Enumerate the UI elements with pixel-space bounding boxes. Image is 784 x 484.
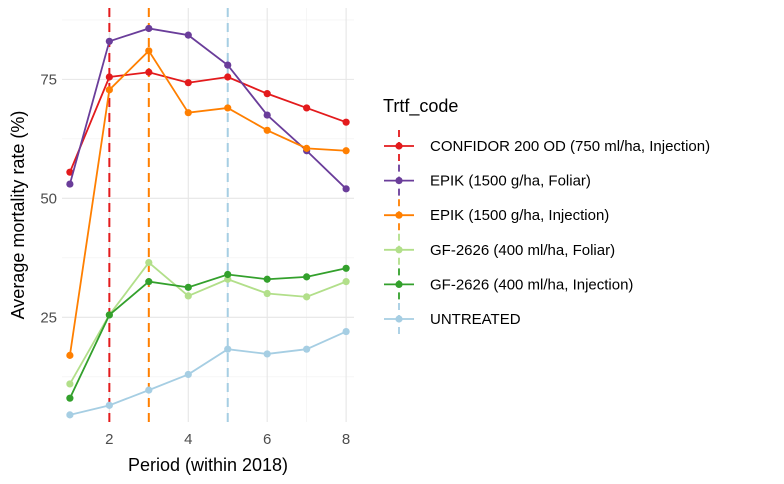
data-point — [145, 278, 153, 286]
data-point — [224, 104, 232, 112]
legend-label: EPIK (1500 g/ha, Injection) — [430, 207, 609, 224]
legend-label: EPIK (1500 g/ha, Foliar) — [430, 173, 591, 190]
series — [66, 258, 350, 388]
data-point — [145, 68, 153, 76]
y-tick-label: 75 — [40, 71, 57, 88]
data-point — [105, 311, 113, 319]
data-point — [224, 73, 232, 81]
data-point — [342, 327, 350, 336]
data-point — [145, 47, 153, 55]
x-tick-label: 8 — [342, 431, 350, 448]
data-point — [263, 350, 271, 358]
legend-label: GF-2626 (400 ml/ha, Injection) — [430, 276, 633, 293]
data-point — [145, 386, 153, 394]
data-point — [184, 31, 192, 39]
data-point — [342, 278, 350, 286]
legend-item: UNTREATED — [384, 303, 521, 335]
data-point — [303, 345, 311, 353]
data-point — [342, 185, 350, 193]
grid — [62, 8, 354, 422]
data-point — [105, 86, 113, 94]
data-point — [263, 126, 271, 134]
data-point — [342, 147, 350, 155]
legend-label: GF-2626 (400 ml/ha, Foliar) — [430, 242, 615, 259]
data-point — [184, 283, 192, 291]
legend-item: EPIK (1500 g/ha, Foliar) — [384, 164, 591, 197]
series-line — [69, 49, 347, 356]
data-point — [224, 270, 232, 279]
data-point — [303, 273, 311, 281]
series-line — [69, 330, 347, 416]
data-point — [105, 401, 113, 409]
data-point — [66, 411, 74, 419]
x-axis-title: Period (within 2018) — [128, 455, 288, 475]
data-point — [303, 293, 311, 301]
data-point — [66, 351, 74, 359]
legend: Trtf_code CONFIDOR 200 OD (750 ml/ha, In… — [383, 96, 710, 335]
data-point — [66, 168, 74, 176]
legend-point-key — [395, 280, 403, 288]
data-point — [184, 292, 192, 300]
data-point — [303, 104, 311, 112]
series — [66, 47, 350, 359]
series-line — [69, 71, 347, 173]
x-tick-label: 4 — [184, 431, 192, 448]
y-axis-title: Average mortality rate (%) — [8, 111, 28, 320]
legend-point-key — [395, 211, 403, 219]
data-point — [66, 394, 74, 402]
legend-item: CONFIDOR 200 OD (750 ml/ha, Injection) — [384, 130, 710, 162]
legend-point-key — [395, 246, 403, 254]
legend-item: GF-2626 (400 ml/ha, Injection) — [384, 268, 633, 301]
data-point — [263, 111, 271, 119]
legend-item: GF-2626 (400 ml/ha, Foliar) — [384, 233, 615, 266]
data-point — [303, 144, 311, 152]
legend-point-key — [395, 315, 403, 323]
legend-label: CONFIDOR 200 OD (750 ml/ha, Injection) — [430, 138, 710, 155]
legend-point-key — [395, 177, 403, 185]
data-point — [66, 180, 74, 188]
data-point — [263, 90, 271, 98]
series-line — [69, 261, 347, 385]
legend-item: EPIK (1500 g/ha, Injection) — [384, 199, 609, 232]
legend-label: UNTREATED — [430, 311, 521, 328]
legend-title: Trtf_code — [383, 96, 458, 117]
data-point — [184, 79, 192, 87]
series — [66, 264, 350, 402]
series — [66, 68, 350, 176]
data-point — [105, 73, 113, 81]
data-point — [145, 258, 153, 267]
data-point — [263, 275, 271, 283]
data-point — [66, 380, 74, 388]
data-point — [105, 37, 113, 45]
data-point — [263, 289, 271, 298]
data-point — [342, 118, 350, 126]
data-point — [224, 61, 232, 69]
x-tick-label: 2 — [105, 431, 113, 448]
data-point — [145, 24, 153, 33]
series-line — [69, 267, 347, 399]
axis-ticks: 2 4 6 8 25 50 75 — [40, 71, 350, 448]
legend-point-key — [395, 142, 403, 150]
x-tick-label: 6 — [263, 431, 271, 448]
y-tick-label: 25 — [40, 309, 57, 326]
data-point — [342, 264, 350, 272]
series-lines — [66, 24, 350, 419]
series — [66, 327, 350, 419]
data-point — [184, 109, 192, 117]
y-tick-label: 50 — [40, 190, 57, 207]
data-point — [224, 345, 232, 353]
data-point — [184, 370, 192, 379]
